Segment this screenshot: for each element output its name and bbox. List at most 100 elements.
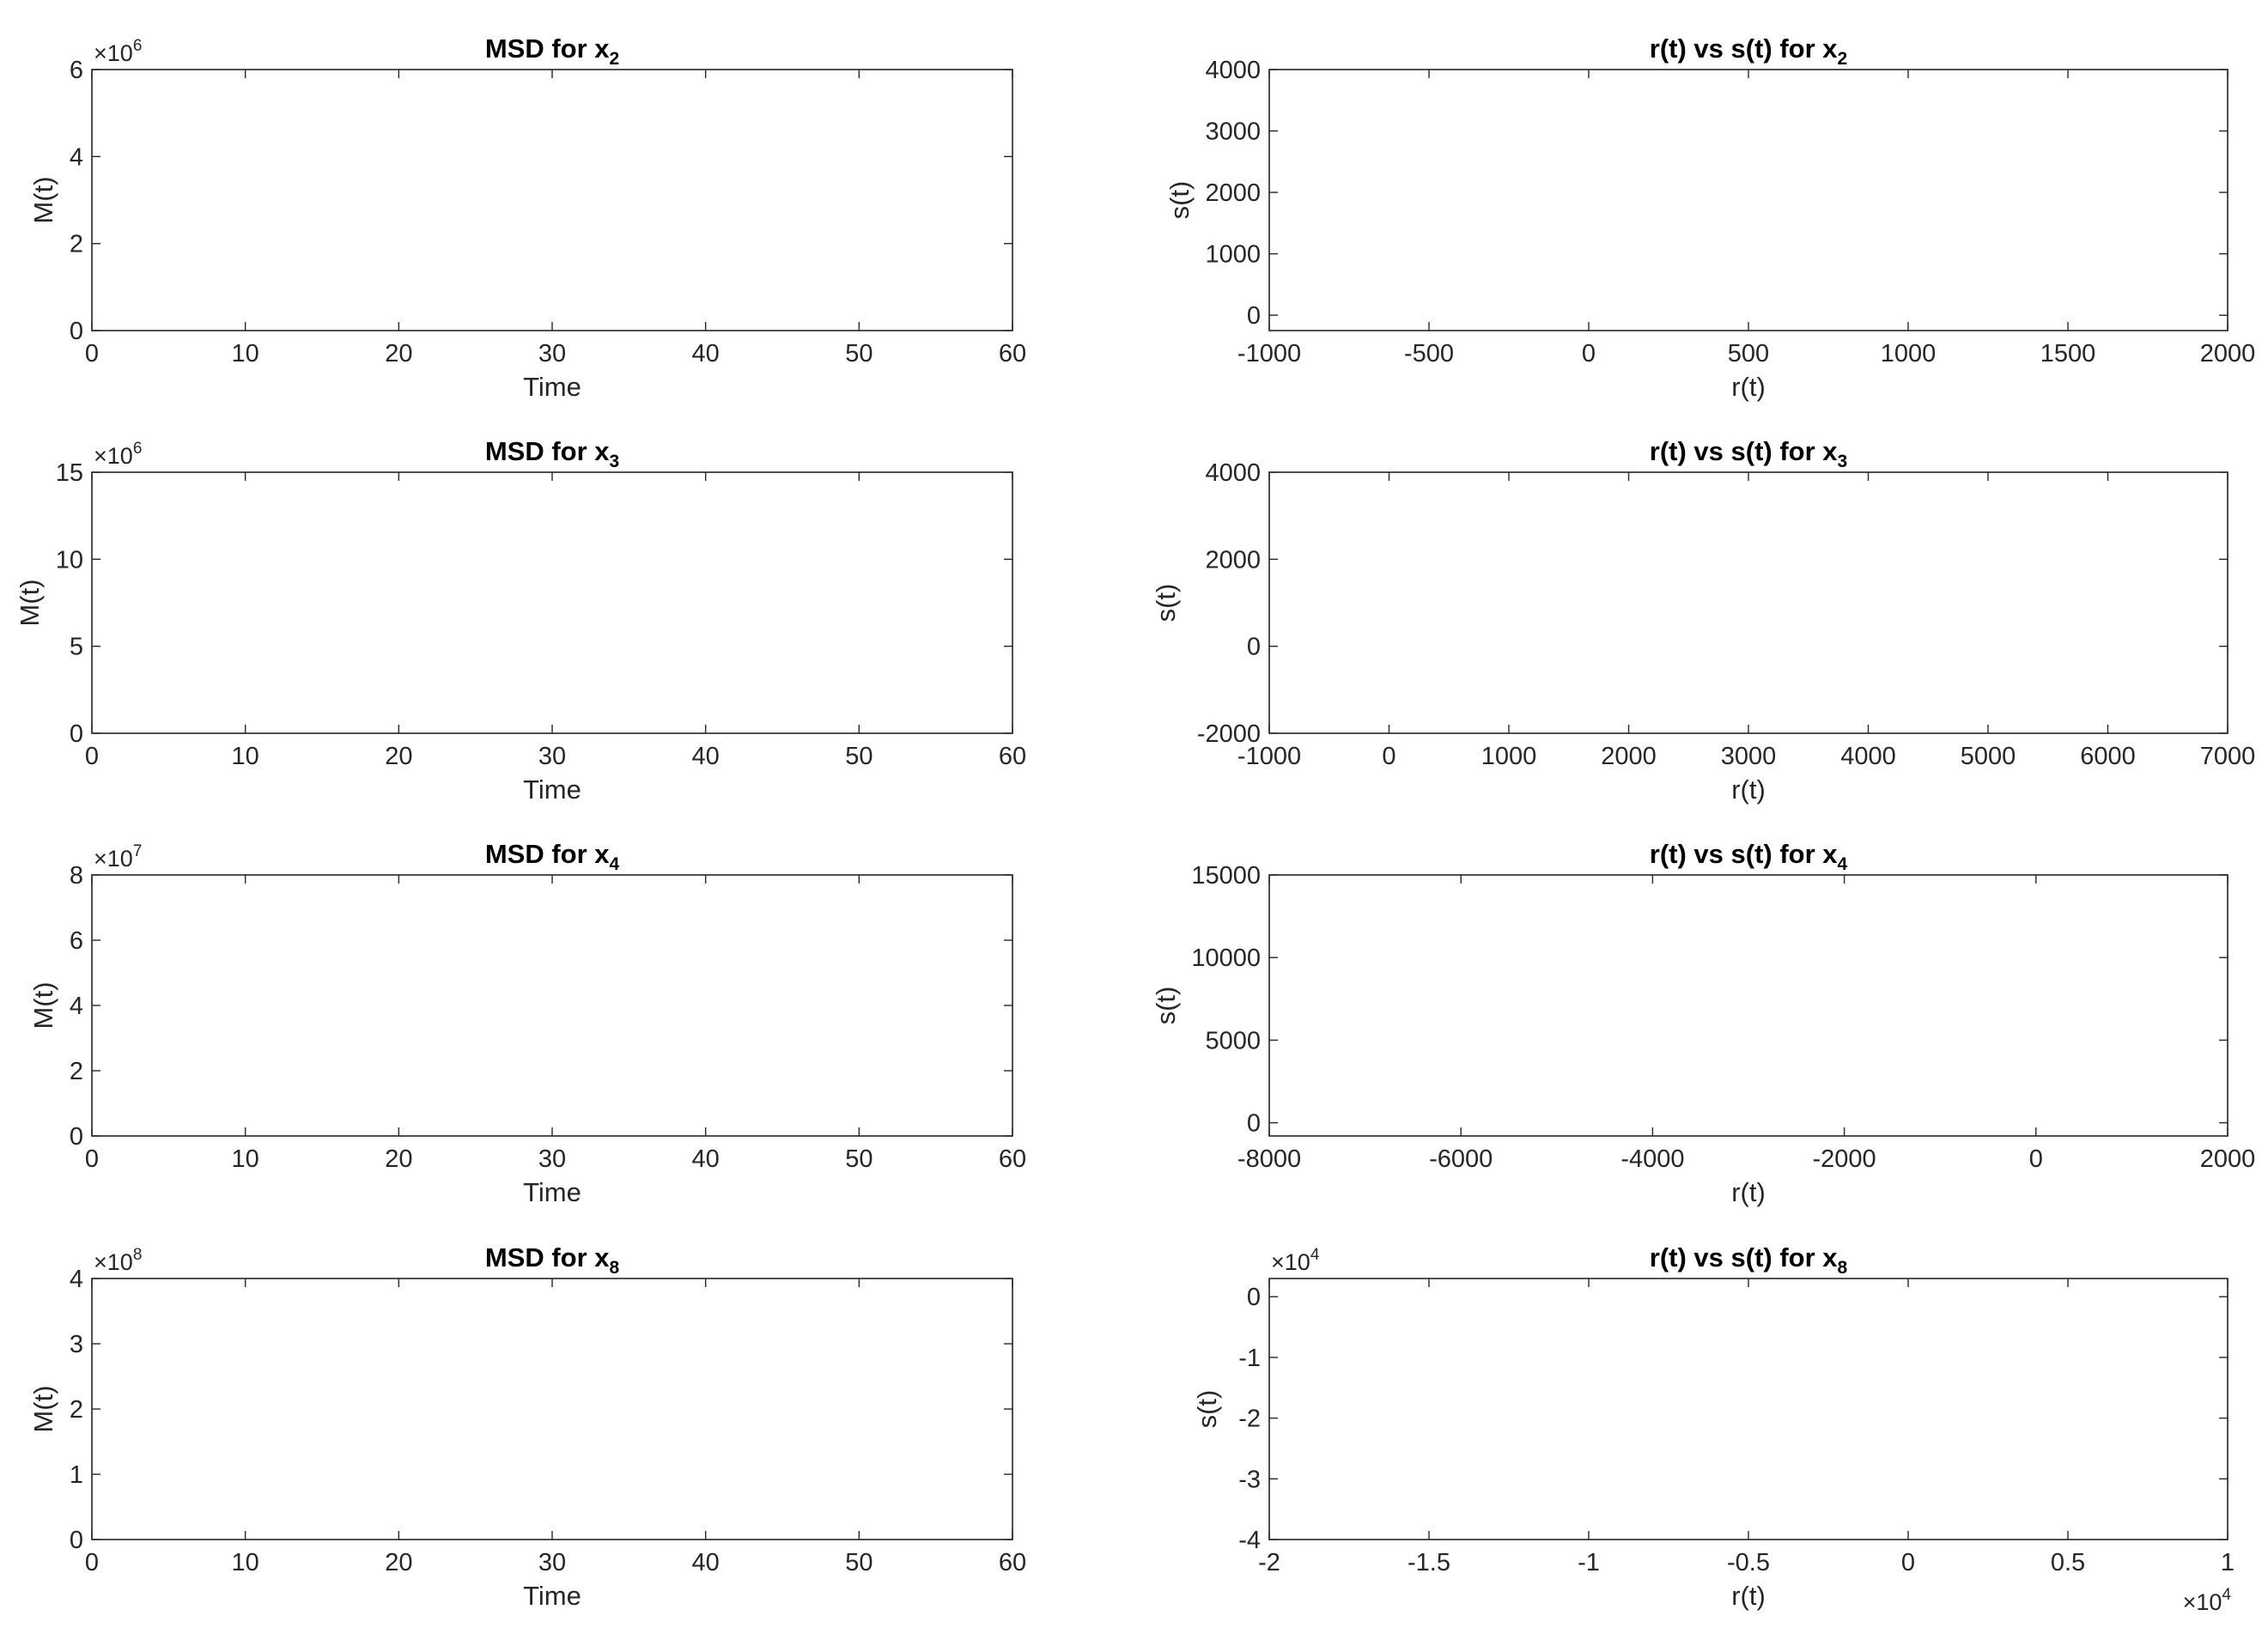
y-exponent-base: ×10	[1271, 1249, 1310, 1275]
x-tick-label: -6000	[1429, 1145, 1493, 1173]
y-exponent-base: ×10	[94, 846, 133, 872]
y-tick-label: 1	[70, 1461, 83, 1489]
axes-box	[1268, 874, 2228, 1137]
x-tick-label: 40	[692, 340, 720, 367]
x-tick-label: 3000	[1721, 743, 1777, 770]
x-tick-label: 50	[845, 1145, 873, 1173]
x-tick-label: 50	[845, 1549, 873, 1576]
chart-rs-x3: -1000 0 1000 2000 3000 4000 5000 6000 7000 -2000 0…	[1151, 436, 2255, 805]
y-exponent-label: ×108	[94, 1246, 142, 1275]
y-exponent-power: 6	[133, 440, 143, 458]
y-exponent-base: ×10	[94, 1249, 133, 1275]
y-tick-label: 2	[70, 1058, 83, 1085]
x-tick-label: 0	[85, 340, 99, 367]
y-axis-label: M(t)	[28, 1385, 58, 1432]
y-tick-label: -3	[1238, 1466, 1261, 1493]
x-tick-label: -2	[1258, 1549, 1280, 1576]
x-axis-label: Time	[523, 1581, 581, 1611]
chart-title-main: MSD for x	[485, 436, 610, 466]
x-tick-label: 20	[385, 1549, 412, 1576]
y-exponent-base: ×10	[94, 40, 133, 66]
y-tick-label: 0	[1247, 1284, 1261, 1311]
chart-title-subscript: 4	[1838, 854, 1848, 874]
y-tick-label: 4000	[1205, 459, 1261, 487]
chart-title-subscript: 2	[610, 49, 620, 69]
y-tick-label: 10000	[1191, 944, 1261, 972]
x-tick-label: -4000	[1620, 1145, 1684, 1173]
x-axis-label: r(t)	[1731, 372, 1766, 402]
x-axis-label: Time	[523, 372, 581, 402]
x-tick-label: 0	[1901, 1549, 1915, 1576]
x-tick-label: 2000	[1601, 743, 1657, 770]
x-axis-label: Time	[523, 774, 581, 805]
x-axis-label: Time	[523, 1177, 581, 1207]
y-tick-label: -2000	[1197, 720, 1261, 748]
y-tick-label: 4000	[1205, 57, 1261, 84]
x-tick-label: 0	[85, 1549, 99, 1576]
axes-box	[1268, 1278, 2228, 1540]
chart-title: MSD for x8	[485, 1242, 620, 1278]
axes-box	[1268, 471, 2228, 734]
x-tick-label: 30	[538, 340, 566, 367]
chart-title-subscript: 8	[1838, 1258, 1848, 1278]
y-tick-label: 4	[70, 1266, 83, 1293]
x-tick-label: 2000	[2200, 1145, 2256, 1173]
x-tick-label: 40	[692, 743, 720, 770]
chart-title: r(t) vs s(t) for x3	[1650, 436, 1847, 471]
chart-title-main: r(t) vs s(t) for x	[1650, 1242, 1839, 1272]
chart-title-main: MSD for x	[485, 33, 610, 64]
y-tick-label: 1000	[1205, 241, 1261, 269]
axes-box	[91, 1278, 1013, 1540]
x-tick-label: 1500	[2040, 340, 2096, 367]
y-exponent-label: ×106	[94, 440, 142, 469]
y-tick-label: 0	[70, 720, 83, 748]
x-tick-label: 20	[385, 1145, 412, 1173]
chart-title-subscript: 4	[610, 854, 620, 874]
y-axis-label: M(t)	[15, 579, 45, 626]
axes-box	[91, 874, 1013, 1137]
y-exponent-power: 7	[133, 842, 143, 860]
chart-title-subscript: 3	[610, 452, 620, 471]
y-axis-label: s(t)	[1151, 987, 1181, 1025]
chart-title-main: MSD for x	[485, 839, 610, 869]
x-tick-label: 10	[232, 1549, 259, 1576]
chart-rs-x8: -2 -1.5 -1 -0.5 0 0.5 1 -4 -3 -2 -1 0 r(t) vs s(t) f…	[1192, 1242, 2235, 1615]
x-tick-label: 10	[232, 340, 259, 367]
x-tick-label: 0	[1382, 743, 1395, 770]
chart-title: r(t) vs s(t) for x8	[1650, 1242, 1848, 1278]
x-tick-label: 2000	[2200, 340, 2256, 367]
y-exponent-base: ×10	[94, 443, 133, 469]
y-tick-label: 4	[70, 143, 83, 171]
y-axis-label: s(t)	[1151, 584, 1181, 623]
y-tick-label: -4	[1238, 1527, 1261, 1554]
x-tick-label: 20	[385, 340, 412, 367]
y-tick-label: 4	[70, 993, 83, 1020]
x-tick-label: 1000	[1481, 743, 1537, 770]
x-exponent-label: ×104	[2183, 1586, 2232, 1615]
x-exponent-base: ×10	[2183, 1589, 2222, 1615]
x-axis-label: r(t)	[1731, 1581, 1766, 1611]
y-axis-label: s(t)	[1192, 1390, 1222, 1429]
y-tick-label: 0	[70, 1123, 83, 1151]
x-tick-label: -1.5	[1408, 1549, 1450, 1576]
x-tick-label: -0.5	[1727, 1549, 1770, 1576]
x-tick-label: 30	[538, 1145, 566, 1173]
x-tick-label: 500	[1728, 340, 1769, 367]
y-axis-label: M(t)	[28, 176, 58, 223]
x-tick-label: 30	[538, 1549, 566, 1576]
x-tick-label: 60	[999, 1145, 1026, 1173]
x-tick-label: 0	[85, 1145, 99, 1173]
y-tick-label: 15000	[1191, 862, 1261, 890]
x-tick-label: 40	[692, 1145, 720, 1173]
x-tick-label: 7000	[2200, 743, 2256, 770]
x-tick-label: 50	[845, 743, 873, 770]
chart-title: MSD for x4	[485, 839, 620, 874]
y-tick-label: 5000	[1205, 1027, 1261, 1054]
y-tick-label: -2	[1238, 1406, 1261, 1433]
x-tick-label: -500	[1404, 340, 1454, 367]
axes-box	[91, 69, 1013, 331]
x-tick-label: 4000	[1840, 743, 1896, 770]
